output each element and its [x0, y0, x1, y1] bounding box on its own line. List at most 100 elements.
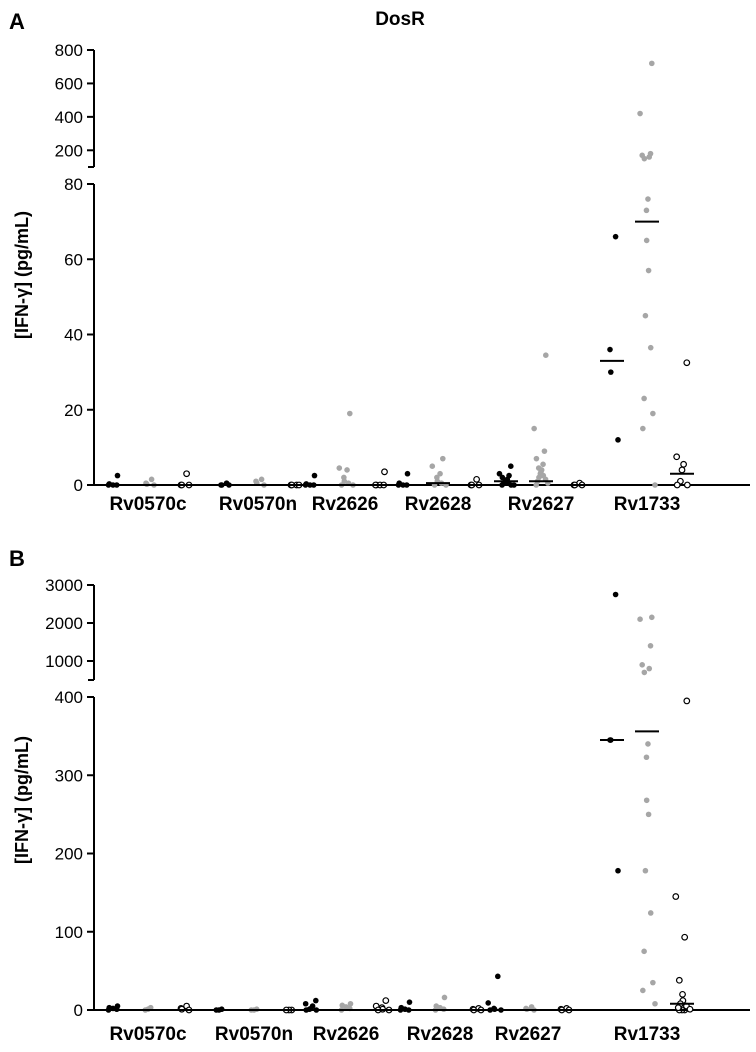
data-point-grey	[637, 616, 643, 622]
data-point-grey	[646, 154, 653, 160]
y-axis-label: [IFN-γ] (pg/mL)	[12, 736, 32, 864]
data-point-grey	[541, 448, 548, 454]
y-tick-label: 0	[74, 1001, 83, 1020]
data-point-open	[680, 460, 687, 468]
data-point-black	[499, 482, 505, 488]
y-tick-label: 3000	[45, 576, 83, 595]
y-tick-label: 400	[55, 108, 83, 127]
data-point-open	[686, 1005, 694, 1013]
data-point-grey	[258, 476, 265, 483]
data-point-open	[673, 453, 681, 461]
panel-letter-b: B	[9, 546, 25, 571]
data-point-grey	[441, 994, 448, 1001]
data-point-open	[473, 475, 481, 483]
x-category-label: Rv0570n	[219, 494, 297, 515]
data-point-open	[681, 933, 689, 941]
data-point-grey	[642, 312, 649, 319]
x-category-label: Rv1733	[614, 494, 681, 515]
x-category-label: Rv2628	[407, 1024, 474, 1045]
data-point-grey	[640, 987, 646, 994]
x-category-label: Rv2628	[405, 494, 472, 515]
data-point-grey	[647, 643, 654, 649]
data-point-grey	[641, 948, 647, 955]
data-point-grey	[429, 463, 436, 469]
data-point-black	[615, 437, 621, 443]
data-point-black	[615, 867, 621, 874]
y-tick-label: 600	[55, 74, 83, 93]
data-point-grey	[646, 665, 653, 672]
x-category-label: Rv0570c	[109, 494, 187, 515]
data-point-grey	[650, 410, 656, 417]
data-point-grey	[641, 395, 647, 402]
data-point-grey	[650, 979, 656, 986]
data-point-black	[612, 591, 619, 598]
data-point-black	[607, 346, 613, 353]
data-point-black	[302, 1000, 309, 1007]
data-point-black	[508, 463, 514, 469]
x-category-label: Rv2626	[313, 1024, 380, 1045]
data-point-grey	[652, 1000, 658, 1007]
data-point-open	[679, 990, 686, 998]
data-point-grey	[641, 669, 648, 676]
data-point-black	[511, 482, 517, 488]
data-point-grey	[531, 425, 537, 432]
data-point-grey	[643, 797, 650, 804]
data-point-open	[183, 470, 191, 478]
data-point-black	[612, 233, 619, 240]
data-point-open	[678, 466, 686, 474]
data-point-open	[683, 481, 691, 489]
x-category-label: Rv0570n	[215, 1024, 293, 1045]
y-tick-label: 200	[55, 141, 83, 160]
data-point-black	[406, 999, 413, 1005]
data-point-grey	[336, 465, 343, 471]
data-point-grey	[649, 614, 655, 621]
data-point-grey	[643, 237, 650, 244]
data-point-grey	[640, 425, 646, 432]
data-point-grey	[540, 461, 546, 468]
y-tick-label: 0	[74, 476, 83, 495]
data-point-open	[382, 997, 390, 1005]
data-point-grey	[647, 344, 654, 351]
data-point-open	[674, 1004, 682, 1012]
y-tick-label: 200	[55, 845, 83, 864]
data-point-grey	[642, 867, 649, 874]
panel-letter-a: A	[9, 9, 25, 34]
data-point-grey	[652, 482, 658, 488]
y-tick-label: 20	[64, 401, 83, 420]
data-point-black	[485, 1000, 492, 1006]
data-point-black	[404, 470, 411, 477]
data-point-grey	[148, 476, 155, 483]
y-axis-label: [IFN-γ] (pg/mL)	[12, 211, 32, 339]
y-tick-label: 40	[64, 326, 83, 345]
data-point-open	[675, 976, 683, 984]
x-category-label: Rv2627	[495, 1024, 562, 1045]
data-point-grey	[643, 754, 650, 761]
data-point-grey	[645, 196, 651, 202]
data-point-open	[672, 893, 680, 900]
data-point-grey	[344, 467, 350, 473]
data-point-black	[496, 470, 503, 477]
data-point-grey	[645, 811, 652, 818]
y-tick-label: 60	[64, 250, 83, 269]
data-point-grey	[649, 60, 655, 67]
x-category-label: Rv1733	[614, 1024, 681, 1045]
data-point-grey	[639, 662, 645, 668]
chart-title: DosR	[375, 9, 425, 30]
data-point-open	[683, 359, 691, 367]
y-tick-label: 800	[55, 41, 83, 60]
y-tick-label: 400	[55, 688, 83, 707]
x-category-label: Rv0570c	[109, 1024, 187, 1045]
y-tick-label: 100	[55, 923, 83, 942]
plot-layer: 0 20 40 60 80 200 400 600 800 [IFN-γ] (pg/mL) Rv05…	[12, 41, 750, 1045]
x-category-label: Rv2627	[508, 494, 575, 515]
data-point-black	[608, 369, 614, 375]
y-tick-label: 2000	[45, 614, 83, 633]
data-point-open	[381, 468, 388, 476]
y-tick-label: 1000	[45, 652, 83, 671]
data-point-grey	[347, 410, 353, 417]
data-point-grey	[643, 207, 650, 214]
data-point-grey	[533, 482, 539, 488]
data-point-grey	[347, 1000, 354, 1007]
data-point-grey	[645, 741, 651, 747]
